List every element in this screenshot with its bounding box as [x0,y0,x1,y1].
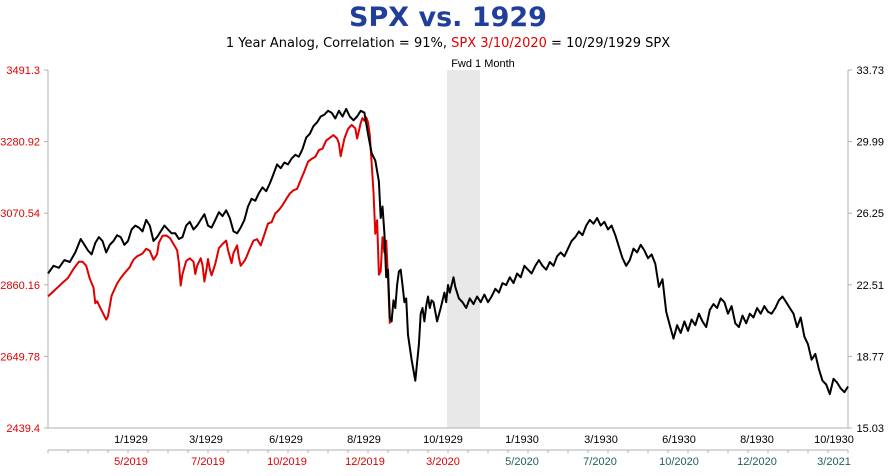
bottom-x-tick-label: 3/2021 [817,456,851,468]
top-x-tick-label: 8/1929 [347,434,381,446]
chart-title: SPX vs. 1929 [349,2,547,33]
top-x-tick-label: 8/1930 [740,434,774,446]
series-line-black [47,107,849,396]
series-line-red [47,116,391,324]
right-tick-label: 15.03 [856,423,884,435]
bottom-x-tick-label: 7/2019 [191,456,225,468]
axes [44,69,852,453]
top-x-tick-label: 1/1929 [114,434,148,446]
bottom-x-tick-label: 10/2019 [267,456,307,468]
left-tick-label: 3491.3 [6,65,40,77]
top-x-tick-label: 10/1929 [423,434,463,446]
chart-subtitle: 1 Year Analog, Correlation = 91%, SPX 3/… [226,36,670,51]
bottom-x-tick-label: 12/2019 [345,456,385,468]
top-x-tick-label: 6/1929 [269,434,303,446]
right-tick-label: 22.51 [856,280,884,292]
subtitle-part-1: 1 Year Analog, Correlation = 91%, [226,36,451,51]
bottom-x-tick-label: 12/2020 [737,456,777,468]
right-tick-label: 29.99 [856,137,884,149]
left-tick-label: 2860.16 [0,280,40,292]
left-tick-label: 3070.54 [0,208,40,220]
right-tick-label: 18.77 [856,351,884,363]
top-x-tick-label: 6/1930 [662,434,696,446]
right-tick-label: 33.73 [856,65,884,77]
top-x-tick-label: 3/1929 [189,434,223,446]
forward-month-shade [447,70,480,428]
top-x-tick-label: 3/1930 [584,434,618,446]
right-tick-label: 26.25 [856,208,884,220]
bottom-x-tick-label: 5/2020 [505,456,539,468]
left-tick-label: 3280.92 [0,137,40,149]
series-lines [47,107,849,396]
top-x-tick-label: 1/1930 [505,434,539,446]
subtitle-part-3: = 10/29/1929 SPX [547,36,670,51]
tick-labels: 3491.3 3280.92 3070.54 2860.16 2649.78 2439.4… [0,65,884,468]
left-tick-label: 2439.4 [6,423,40,435]
bottom-x-tick-label: 10/2020 [659,456,699,468]
bottom-x-tick-label: 3/2020 [426,456,460,468]
left-tick-label: 2649.78 [0,351,40,363]
forward-month-label: Fwd 1 Month [451,58,515,70]
top-x-tick-label: 10/1930 [814,434,854,446]
bottom-x-tick-label: 7/2020 [583,456,617,468]
subtitle-part-2: SPX 3/10/2020 [451,36,547,51]
bottom-x-tick-label: 5/2019 [114,456,148,468]
